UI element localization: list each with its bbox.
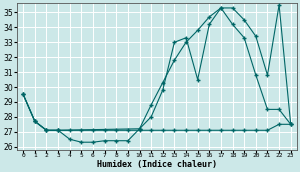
X-axis label: Humidex (Indice chaleur): Humidex (Indice chaleur) xyxy=(97,159,217,169)
